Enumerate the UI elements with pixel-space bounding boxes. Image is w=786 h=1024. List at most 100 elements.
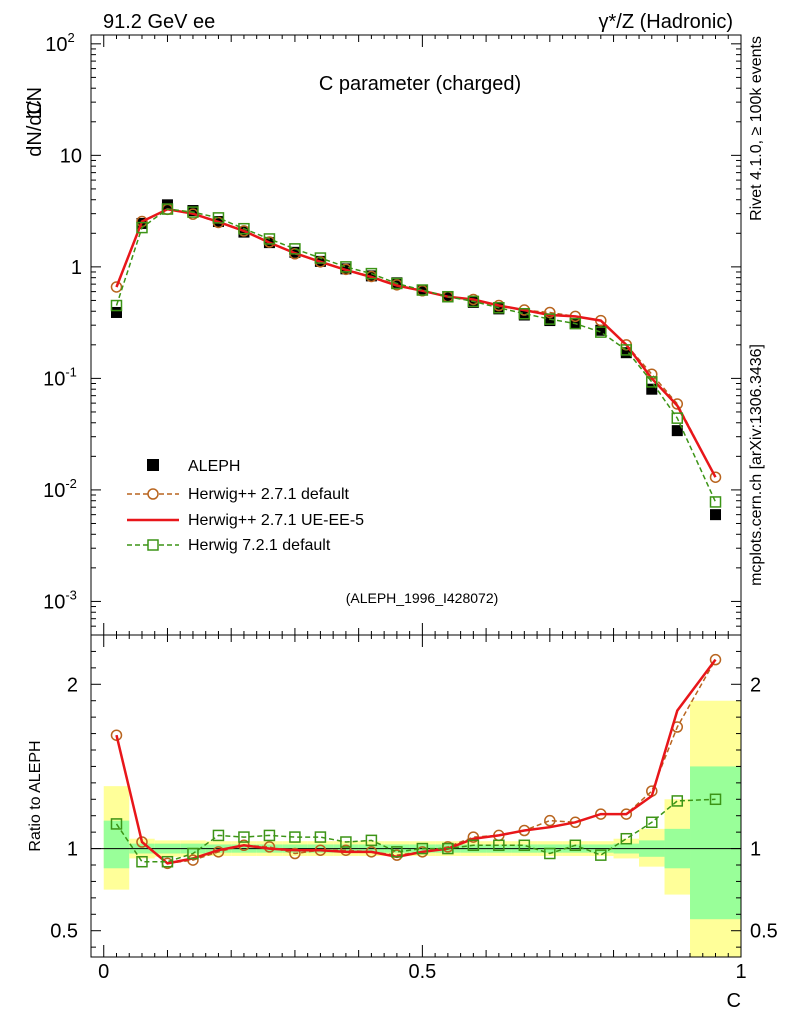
- ratio-herwig-7-2-1-default-point: [238, 831, 250, 843]
- main-herwig-7-2-1-default-point: [518, 307, 531, 320]
- main-aleph-point: [110, 306, 122, 318]
- main-herwig-7-2-1-default-point: [110, 299, 123, 312]
- main-series: [110, 199, 722, 521]
- main-herwig-7-2-1-default-point: [238, 222, 250, 235]
- band-inner: [103, 820, 130, 869]
- ratio-y-tick-label-right: 0.5: [750, 921, 778, 943]
- main-herwig-7-2-1-default-point: [212, 212, 225, 224]
- ratio-herwig-7-2-1-default-point: [340, 836, 352, 848]
- main-herwig-7-2-1-default-point: [493, 301, 505, 314]
- main-aleph-point: [544, 315, 556, 327]
- ratio-herwig-2-7-1-ue-ee-5-line: [115, 658, 717, 865]
- ratio-herwig-2-7-1-default-point: [544, 814, 556, 827]
- ratio-herwig-2-7-1-default-line: [115, 659, 717, 865]
- main-herwig-7-2-1-default-point: [161, 203, 174, 215]
- ratio-y-tick-label: 0.5: [50, 921, 78, 943]
- chart-title: C parameter (charged): [319, 73, 521, 95]
- y-tick-label: 10-3: [43, 587, 77, 613]
- legend-label-aleph: ALEPH: [188, 458, 240, 475]
- header-right: γ*/Z (Hadronic): [599, 11, 733, 33]
- ratio-herwig-2-7-1-default-point: [340, 844, 352, 856]
- ratio-herwig-7-2-1-default-point: [161, 855, 174, 868]
- legend-marker-herwig7-default: [147, 539, 159, 551]
- main-aleph-point: [710, 509, 722, 521]
- ratio-herwig-7-2-1-default-point: [110, 818, 123, 830]
- main-herwig-2-7-1-default-point: [709, 471, 722, 483]
- ratio-herwig-7-2-1-default-point: [289, 831, 301, 843]
- ratio-herwig-7-2-1-default-point: [671, 795, 684, 807]
- ratio-herwig-7-2-1-default-point: [212, 829, 225, 842]
- main-aleph-point: [620, 347, 632, 359]
- ratio-y-tick-label: 1: [67, 839, 78, 861]
- ratio-herwig-7-2-1-default-point: [136, 855, 148, 868]
- main-herwig-7-2-1-default-point: [709, 496, 722, 508]
- ratio-series: [110, 653, 722, 870]
- ratio-herwig-7-2-1-default-point: [544, 847, 556, 860]
- main-herwig-7-2-1-default-point: [620, 344, 633, 356]
- ratio-herwig-7-2-1-default-point: [595, 849, 607, 861]
- ratio-herwig-2-7-1-default-point: [709, 653, 722, 666]
- main-herwig-7-2-1-default-point: [467, 295, 480, 308]
- main-herwig-7-2-1-default-point: [671, 412, 684, 424]
- main-herwig-7-2-1-default-point: [340, 261, 352, 273]
- ratio-herwig-7-2-1-default-point: [646, 816, 658, 829]
- main-herwig-7-2-1-default-point: [263, 233, 276, 245]
- ratio-herwig-7-2-1-default-point: [467, 839, 480, 852]
- main-herwig-7-2-1-default-point: [187, 206, 199, 218]
- side-label-rivet: Rivet 4.1.0, ≥ 100k events: [748, 36, 765, 221]
- ratio-herwig-7-2-1-default-point: [709, 793, 722, 806]
- y-tick-label: 1: [71, 257, 82, 279]
- ratio-y-tick-label: 2: [67, 674, 78, 696]
- legend-label-herwigpp-default: Herwig++ 2.7.1 default: [188, 486, 350, 503]
- main-aleph-point: [467, 296, 479, 308]
- analysis-tag: (ALEPH_1996_I428072): [346, 590, 499, 606]
- legend-marker-aleph: [147, 459, 159, 471]
- ratio-herwig-7-2-1-default-point: [314, 831, 327, 843]
- main-herwig-2-7-1-default-point: [544, 306, 556, 319]
- main-herwig-7-2-1-default-point: [544, 313, 556, 325]
- ratio-herwig-7-2-1-default-point: [493, 839, 505, 852]
- ratio-herwig-7-2-1-default-point: [416, 842, 429, 855]
- y-tick-label: 10: [60, 145, 82, 167]
- legend-label-herwig7-default: Herwig 7.2.1 default: [188, 537, 331, 554]
- main-herwig-2-7-1-ue-ee-5-line: [115, 208, 717, 478]
- ratio-herwig-2-7-1-default-point: [289, 847, 301, 860]
- y-label-norm: 1/N: [24, 87, 46, 118]
- main-herwig-7-2-1-default-point: [442, 290, 454, 303]
- main-herwig-7-2-1-default-point: [289, 243, 301, 255]
- main-aleph-point: [187, 205, 199, 217]
- legend-entry-herwig7-default: Herwig 7.2.1 default: [127, 537, 331, 554]
- legend-entry-herwigpp-default: Herwig++ 2.7.1 default: [127, 486, 350, 503]
- y-label-ratio: Ratio to ALEPH: [27, 740, 44, 851]
- ratio-y-tick-label-right: 2: [750, 674, 761, 696]
- main-herwig-2-7-1-default-point: [671, 398, 684, 410]
- main-herwig-7-2-1-default-point: [391, 277, 403, 290]
- ratio-herwig-7-2-1-default-point: [263, 829, 276, 842]
- ratio-herwig-7-2-1-default-line: [115, 798, 716, 863]
- header-left: 91.2 GeV ee: [103, 11, 215, 33]
- main-herwig-7-2-1-default-point: [595, 326, 607, 338]
- legend-marker-herwigpp-default: [147, 488, 159, 500]
- main-herwig-2-7-1-default-point: [136, 215, 148, 228]
- band-inner: [690, 766, 741, 920]
- legend: ALEPH Herwig++ 2.7.1 default Herwig++ 2.…: [127, 458, 364, 554]
- legend-entry-herwigpp-ueee5: Herwig++ 2.7.1 UE-EE-5: [127, 512, 364, 529]
- main-aleph-point: [493, 303, 505, 315]
- main-aleph-point: [671, 425, 683, 437]
- legend-label-herwigpp-ueee5: Herwig++ 2.7.1 UE-EE-5: [188, 512, 364, 529]
- main-herwig-7-2-1-default-line: [115, 208, 717, 503]
- x-label: C: [727, 990, 741, 1012]
- ratio-uncertainty-bands: [91, 700, 741, 957]
- ratio-panel-frame: [90, 634, 742, 958]
- ratio-y-tick-label-right: 1: [750, 839, 761, 861]
- main-herwig-7-2-1-default-point: [416, 284, 429, 296]
- main-herwig-7-2-1-default-point: [314, 252, 327, 264]
- main-aleph-point: [646, 383, 658, 395]
- x-tick-label: 1: [735, 961, 746, 983]
- y-label-main: dN/dC: [24, 100, 46, 157]
- y-tick-label: 102: [45, 30, 74, 56]
- y-tick-label: 10-2: [43, 476, 77, 502]
- main-aleph-point: [595, 324, 607, 336]
